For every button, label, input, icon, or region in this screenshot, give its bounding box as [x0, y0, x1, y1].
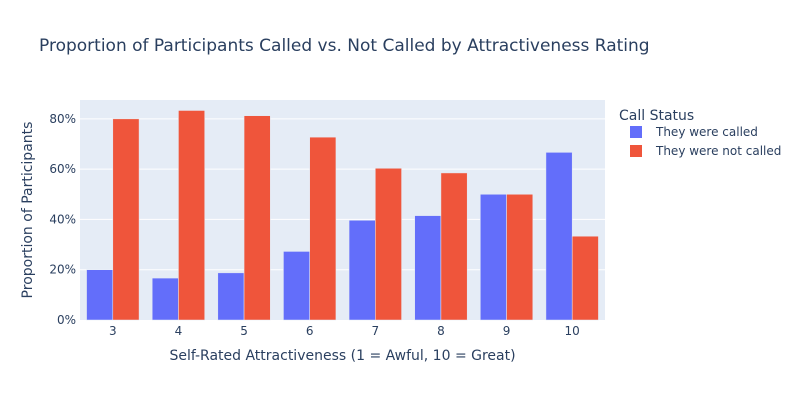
bar-called-7[interactable]: [348, 220, 376, 321]
legend-title: Call Status: [619, 108, 694, 124]
x-tick-label: 10: [565, 324, 580, 338]
legend-label: They were not called: [655, 144, 781, 158]
y-axis-ticks: 0% 20% 40% 60% 80%: [49, 112, 76, 327]
x-tick-label: 3: [109, 324, 117, 338]
legend-swatch: [630, 126, 642, 138]
chart-title: Proportion of Participants Called vs. No…: [39, 36, 650, 56]
bar-not-called-10[interactable]: [571, 235, 599, 321]
legend-items[interactable]: They were called They were not called: [630, 125, 781, 158]
bar-called-4[interactable]: [151, 277, 179, 321]
bar-called-10[interactable]: [545, 152, 573, 321]
bar-called-5[interactable]: [217, 272, 245, 321]
bar-not-called-9[interactable]: [506, 194, 534, 321]
x-tick-label: 9: [503, 324, 511, 338]
bar-called-6[interactable]: [283, 251, 310, 321]
legend-swatch: [630, 145, 642, 157]
legend-label: They were called: [655, 125, 758, 139]
bar-not-called-6[interactable]: [309, 136, 337, 321]
x-tick-label: 6: [306, 324, 314, 338]
x-axis-title: Self-Rated Attractiveness (1 = Awful, 10…: [169, 348, 515, 364]
bar-not-called-4[interactable]: [178, 110, 205, 321]
bar-called-3[interactable]: [86, 269, 114, 321]
y-tick-label: 20%: [49, 263, 76, 277]
y-axis-title: Proportion of Participants: [20, 122, 36, 299]
bar-not-called-7[interactable]: [375, 168, 402, 321]
y-tick-label: 60%: [49, 162, 76, 176]
bar-not-called-8[interactable]: [440, 172, 468, 321]
x-tick-label: 5: [240, 324, 248, 338]
bar-called-9[interactable]: [480, 194, 507, 321]
x-tick-label: 7: [371, 324, 379, 338]
bars[interactable]: [86, 110, 599, 321]
legend: Call Status They were called They were no…: [619, 108, 781, 158]
y-tick-label: 0%: [57, 313, 76, 327]
x-tick-label: 4: [175, 324, 183, 338]
y-tick-label: 80%: [49, 112, 76, 126]
legend-item-not-called[interactable]: They were not called: [630, 144, 781, 158]
bar-called-8[interactable]: [414, 215, 442, 321]
x-tick-label: 8: [437, 324, 445, 338]
bar-not-called-3[interactable]: [112, 118, 140, 321]
bar-not-called-5[interactable]: [243, 115, 271, 321]
x-axis-ticks: 3 4 5 6 7 8 9 10: [109, 324, 580, 338]
y-tick-label: 40%: [49, 212, 76, 226]
legend-item-called[interactable]: They were called: [630, 125, 758, 139]
